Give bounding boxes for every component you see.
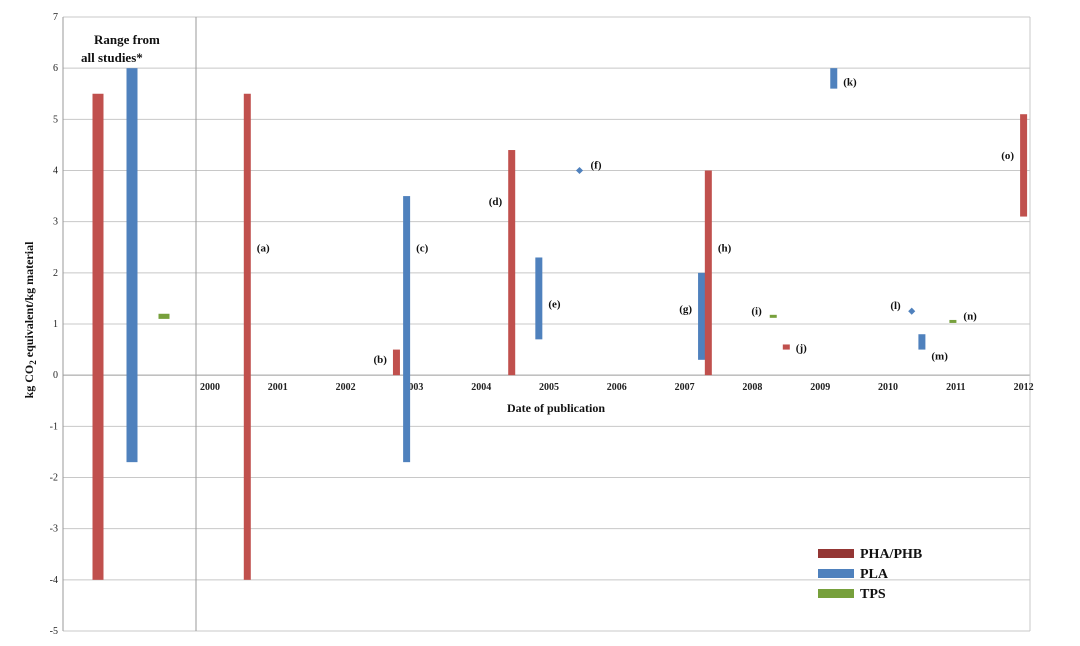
study-label-l: (l) <box>890 300 901 312</box>
x-tick-2012: 2012 <box>1014 382 1034 393</box>
y-tick-4: 4 <box>53 166 58 177</box>
legend-swatch-tps <box>818 589 854 598</box>
y-axis-title: kg CO2 equivalent/kg material <box>22 241 38 399</box>
x-tick-2007: 2007 <box>675 382 695 393</box>
y-tick-0: 0 <box>53 370 58 381</box>
study-label-m: (m) <box>931 351 948 363</box>
x-tick-2004: 2004 <box>471 382 491 393</box>
study-labels: (a) (b) (c) (d) (e) (f) (g) (h) (i) (j) (k) (l) (m) (… <box>257 77 1015 367</box>
study-bar-c <box>403 196 411 463</box>
y-tick--4: -4 <box>50 575 58 586</box>
overall-range-bar-tps <box>158 313 170 319</box>
axes <box>62 17 1031 631</box>
y-tick--1: -1 <box>50 421 58 432</box>
y-tick--3: -3 <box>50 524 58 535</box>
overall-range-bar-pla <box>126 68 138 463</box>
x-tick-2011: 2011 <box>946 382 965 393</box>
range-title-line-2: all studies* <box>81 50 143 65</box>
study-label-o: (o) <box>1001 150 1014 162</box>
x-tick-labels: 2000 2001 2002 2003 2004 2005 2006 2007 2008 2009… <box>200 382 1034 393</box>
study-bar-o <box>1020 114 1028 217</box>
y-tick-labels: 7 6 5 4 3 2 1 0 -1 -2 -3 -4 -5 <box>50 12 58 637</box>
study-label-j: (j) <box>796 343 807 355</box>
study-mark-f <box>575 166 584 175</box>
x-tick-2008: 2008 <box>742 382 762 393</box>
y-tick--2: -2 <box>50 473 58 484</box>
study-bar-b <box>392 349 400 376</box>
y-tick-5: 5 <box>53 114 58 125</box>
x-tick-2000: 2000 <box>200 382 220 393</box>
legend-swatch-pha-phb <box>818 549 854 558</box>
study-mark-i <box>769 314 777 318</box>
study-label-a: (a) <box>257 242 270 254</box>
study-bar-g <box>698 272 706 360</box>
legend-swatch-pla <box>818 569 854 578</box>
legend-label-pla: PLA <box>860 567 889 582</box>
y-tick-3: 3 <box>53 217 58 228</box>
study-label-e: (e) <box>548 299 561 311</box>
legend-label-tps: TPS <box>860 587 886 602</box>
y-axis-title-subscript: 2 <box>28 360 38 365</box>
study-mark-l <box>908 307 916 315</box>
overall-range-bars <box>92 68 170 580</box>
range-title-line-1: Range from <box>94 32 160 47</box>
study-label-f: (f) <box>591 160 602 172</box>
study-marks <box>243 68 1028 580</box>
y-tick--5: -5 <box>50 626 58 637</box>
gridlines <box>63 16 1030 632</box>
study-bar-k <box>830 68 838 89</box>
x-tick-2006: 2006 <box>607 382 627 393</box>
study-label-c: (c) <box>416 242 429 254</box>
study-bar-d <box>508 150 516 376</box>
study-label-d: (d) <box>489 196 503 208</box>
y-tick-6: 6 <box>53 63 58 74</box>
study-label-k: (k) <box>843 77 857 89</box>
study-bar-j <box>782 344 790 350</box>
x-tick-2010: 2010 <box>878 382 898 393</box>
x-tick-2002: 2002 <box>336 382 356 393</box>
overall-range-bar-pha-phb <box>92 93 104 580</box>
x-tick-2005: 2005 <box>539 382 559 393</box>
study-bar-a <box>243 93 251 580</box>
study-label-n: (n) <box>963 310 977 322</box>
study-label-g: (g) <box>679 304 692 316</box>
y-tick-7: 7 <box>53 12 58 23</box>
x-axis-title: Date of publication <box>507 401 605 415</box>
study-bar-h <box>704 170 712 376</box>
y-tick-1: 1 <box>53 319 58 330</box>
legend-label-pha-phb: PHA/PHB <box>860 547 922 562</box>
study-mark-n <box>949 319 957 323</box>
study-label-i: (i) <box>751 305 762 317</box>
y-tick-2: 2 <box>53 268 58 279</box>
study-label-b: (b) <box>373 354 387 366</box>
x-tick-2001: 2001 <box>268 382 288 393</box>
y-axis-title-part-2: equivalent/kg material <box>22 241 36 360</box>
x-tick-2009: 2009 <box>810 382 830 393</box>
legend: PHA/PHB PLA TPS <box>818 547 922 602</box>
x-tick-2003: 2003 <box>403 382 423 393</box>
study-label-h: (h) <box>718 242 732 254</box>
study-bar-m <box>918 334 926 350</box>
study-bar-e <box>535 257 543 340</box>
y-axis-title-part-1: kg CO <box>22 365 36 399</box>
